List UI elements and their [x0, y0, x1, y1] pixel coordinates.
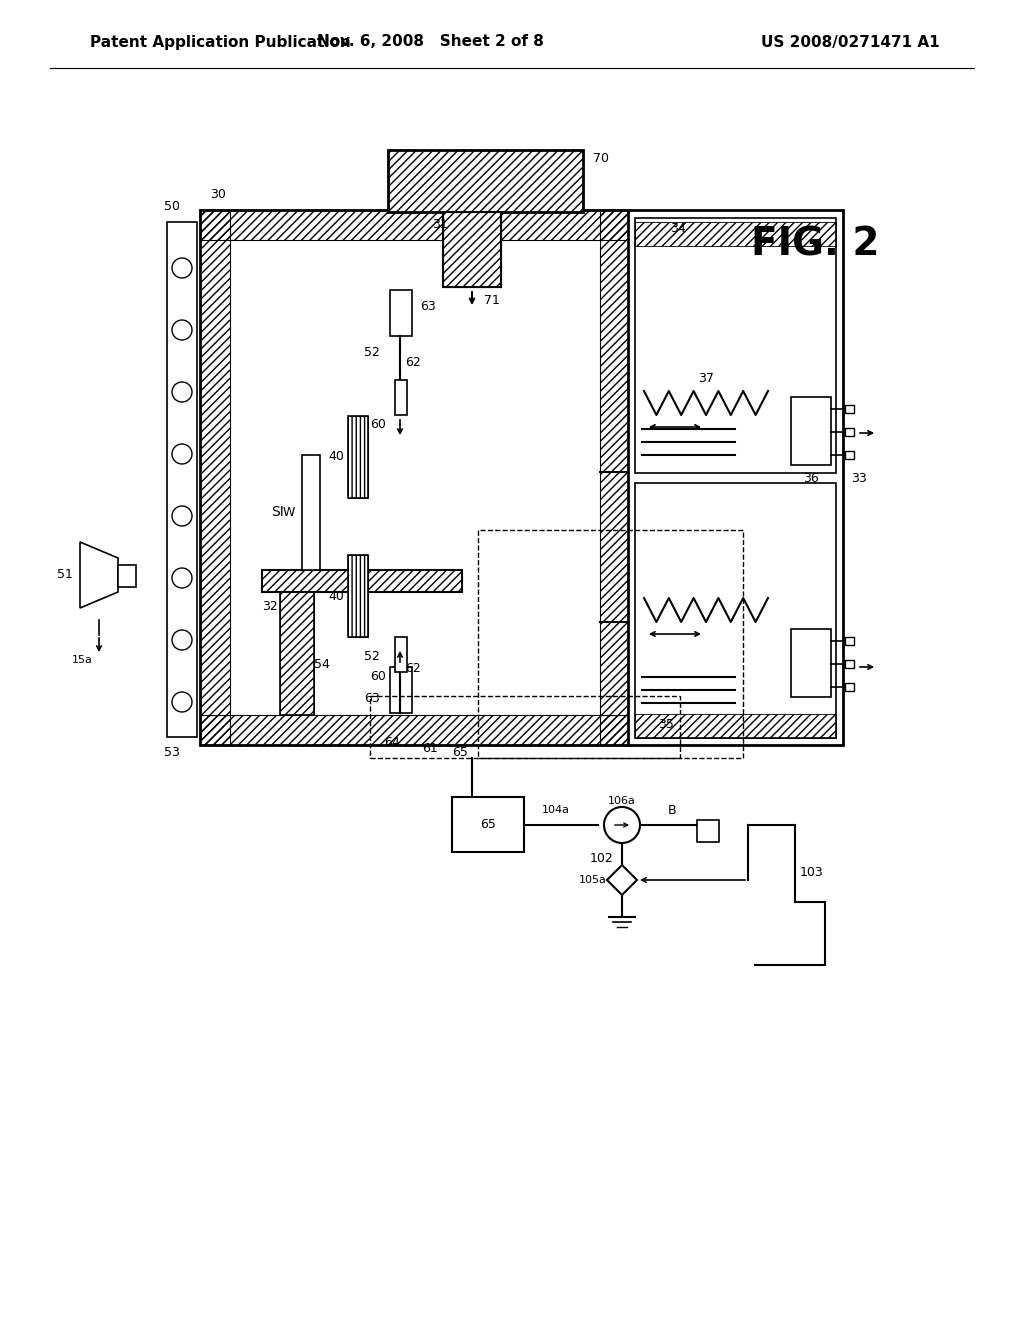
- Bar: [443, 213, 501, 286]
- Polygon shape: [607, 865, 637, 895]
- Polygon shape: [80, 543, 118, 609]
- Circle shape: [172, 257, 193, 279]
- Text: 106a: 106a: [608, 796, 636, 807]
- Bar: [388, 150, 583, 213]
- Bar: [280, 591, 314, 715]
- Text: 30: 30: [210, 189, 226, 202]
- Text: US 2008/0271471 A1: US 2008/0271471 A1: [761, 34, 939, 49]
- Text: 105a: 105a: [579, 875, 607, 884]
- Bar: [118, 565, 136, 587]
- Bar: [390, 667, 412, 713]
- Circle shape: [172, 444, 193, 465]
- Text: 52: 52: [365, 651, 380, 664]
- Circle shape: [172, 506, 193, 525]
- Bar: [395, 380, 407, 414]
- Text: 37: 37: [698, 371, 714, 384]
- Text: 64: 64: [384, 737, 400, 750]
- Text: 65: 65: [452, 747, 468, 759]
- Text: 53: 53: [164, 746, 180, 759]
- Text: Patent Application Publication: Patent Application Publication: [90, 34, 351, 49]
- Text: 63: 63: [420, 300, 436, 313]
- Bar: [348, 416, 368, 498]
- Text: 61: 61: [422, 742, 438, 755]
- Bar: [845, 405, 854, 413]
- Bar: [845, 451, 854, 459]
- Bar: [388, 150, 583, 213]
- Text: Nov. 6, 2008   Sheet 2 of 8: Nov. 6, 2008 Sheet 2 of 8: [316, 34, 544, 49]
- Bar: [395, 638, 407, 672]
- Bar: [478, 531, 743, 758]
- Bar: [348, 416, 368, 498]
- Text: 31: 31: [432, 219, 447, 231]
- Text: SI: SI: [271, 506, 285, 519]
- Bar: [845, 682, 854, 690]
- Bar: [845, 638, 854, 645]
- Text: 70: 70: [593, 152, 609, 165]
- Text: W: W: [283, 507, 295, 520]
- Bar: [200, 210, 630, 744]
- Circle shape: [172, 381, 193, 403]
- Bar: [348, 554, 368, 638]
- Text: 104a: 104a: [542, 805, 570, 814]
- Bar: [443, 213, 501, 286]
- Bar: [348, 554, 368, 638]
- Text: 15a: 15a: [72, 655, 92, 665]
- Bar: [200, 715, 630, 744]
- Bar: [635, 222, 836, 246]
- Text: 51: 51: [57, 569, 73, 582]
- Text: 40: 40: [328, 450, 344, 463]
- Circle shape: [172, 319, 193, 341]
- Bar: [600, 210, 630, 744]
- Bar: [262, 570, 462, 591]
- Bar: [635, 218, 836, 473]
- Bar: [302, 455, 319, 570]
- Bar: [262, 570, 462, 591]
- Bar: [390, 290, 412, 337]
- Bar: [628, 210, 843, 744]
- Circle shape: [172, 568, 193, 587]
- Text: B: B: [668, 804, 676, 817]
- Text: 34: 34: [670, 222, 686, 235]
- Circle shape: [604, 807, 640, 843]
- Bar: [200, 210, 230, 744]
- Bar: [635, 483, 836, 738]
- Circle shape: [172, 692, 193, 711]
- Bar: [200, 210, 630, 240]
- Bar: [791, 630, 831, 697]
- Text: 102: 102: [590, 851, 613, 865]
- Bar: [845, 660, 854, 668]
- Text: 50: 50: [164, 199, 180, 213]
- Text: 63: 63: [365, 692, 380, 705]
- Text: 62: 62: [406, 661, 421, 675]
- Text: 33: 33: [851, 471, 867, 484]
- Circle shape: [172, 630, 193, 649]
- Text: 60: 60: [370, 671, 386, 684]
- Text: 36: 36: [803, 471, 819, 484]
- Text: 65: 65: [480, 818, 496, 832]
- Text: 35: 35: [658, 718, 674, 731]
- Bar: [845, 428, 854, 436]
- Bar: [697, 820, 719, 842]
- Text: 40: 40: [328, 590, 344, 602]
- Text: 60: 60: [370, 418, 386, 432]
- Bar: [280, 591, 314, 715]
- Text: 103: 103: [800, 866, 824, 879]
- Text: FIG. 2: FIG. 2: [751, 226, 880, 264]
- Bar: [452, 797, 524, 851]
- Bar: [370, 696, 680, 758]
- Text: 52: 52: [365, 346, 380, 359]
- Text: 71: 71: [484, 293, 500, 306]
- Bar: [167, 222, 197, 737]
- Bar: [791, 397, 831, 465]
- Text: 32: 32: [262, 599, 278, 612]
- Text: 62: 62: [406, 355, 421, 368]
- Bar: [635, 714, 836, 738]
- Text: 54: 54: [314, 659, 330, 672]
